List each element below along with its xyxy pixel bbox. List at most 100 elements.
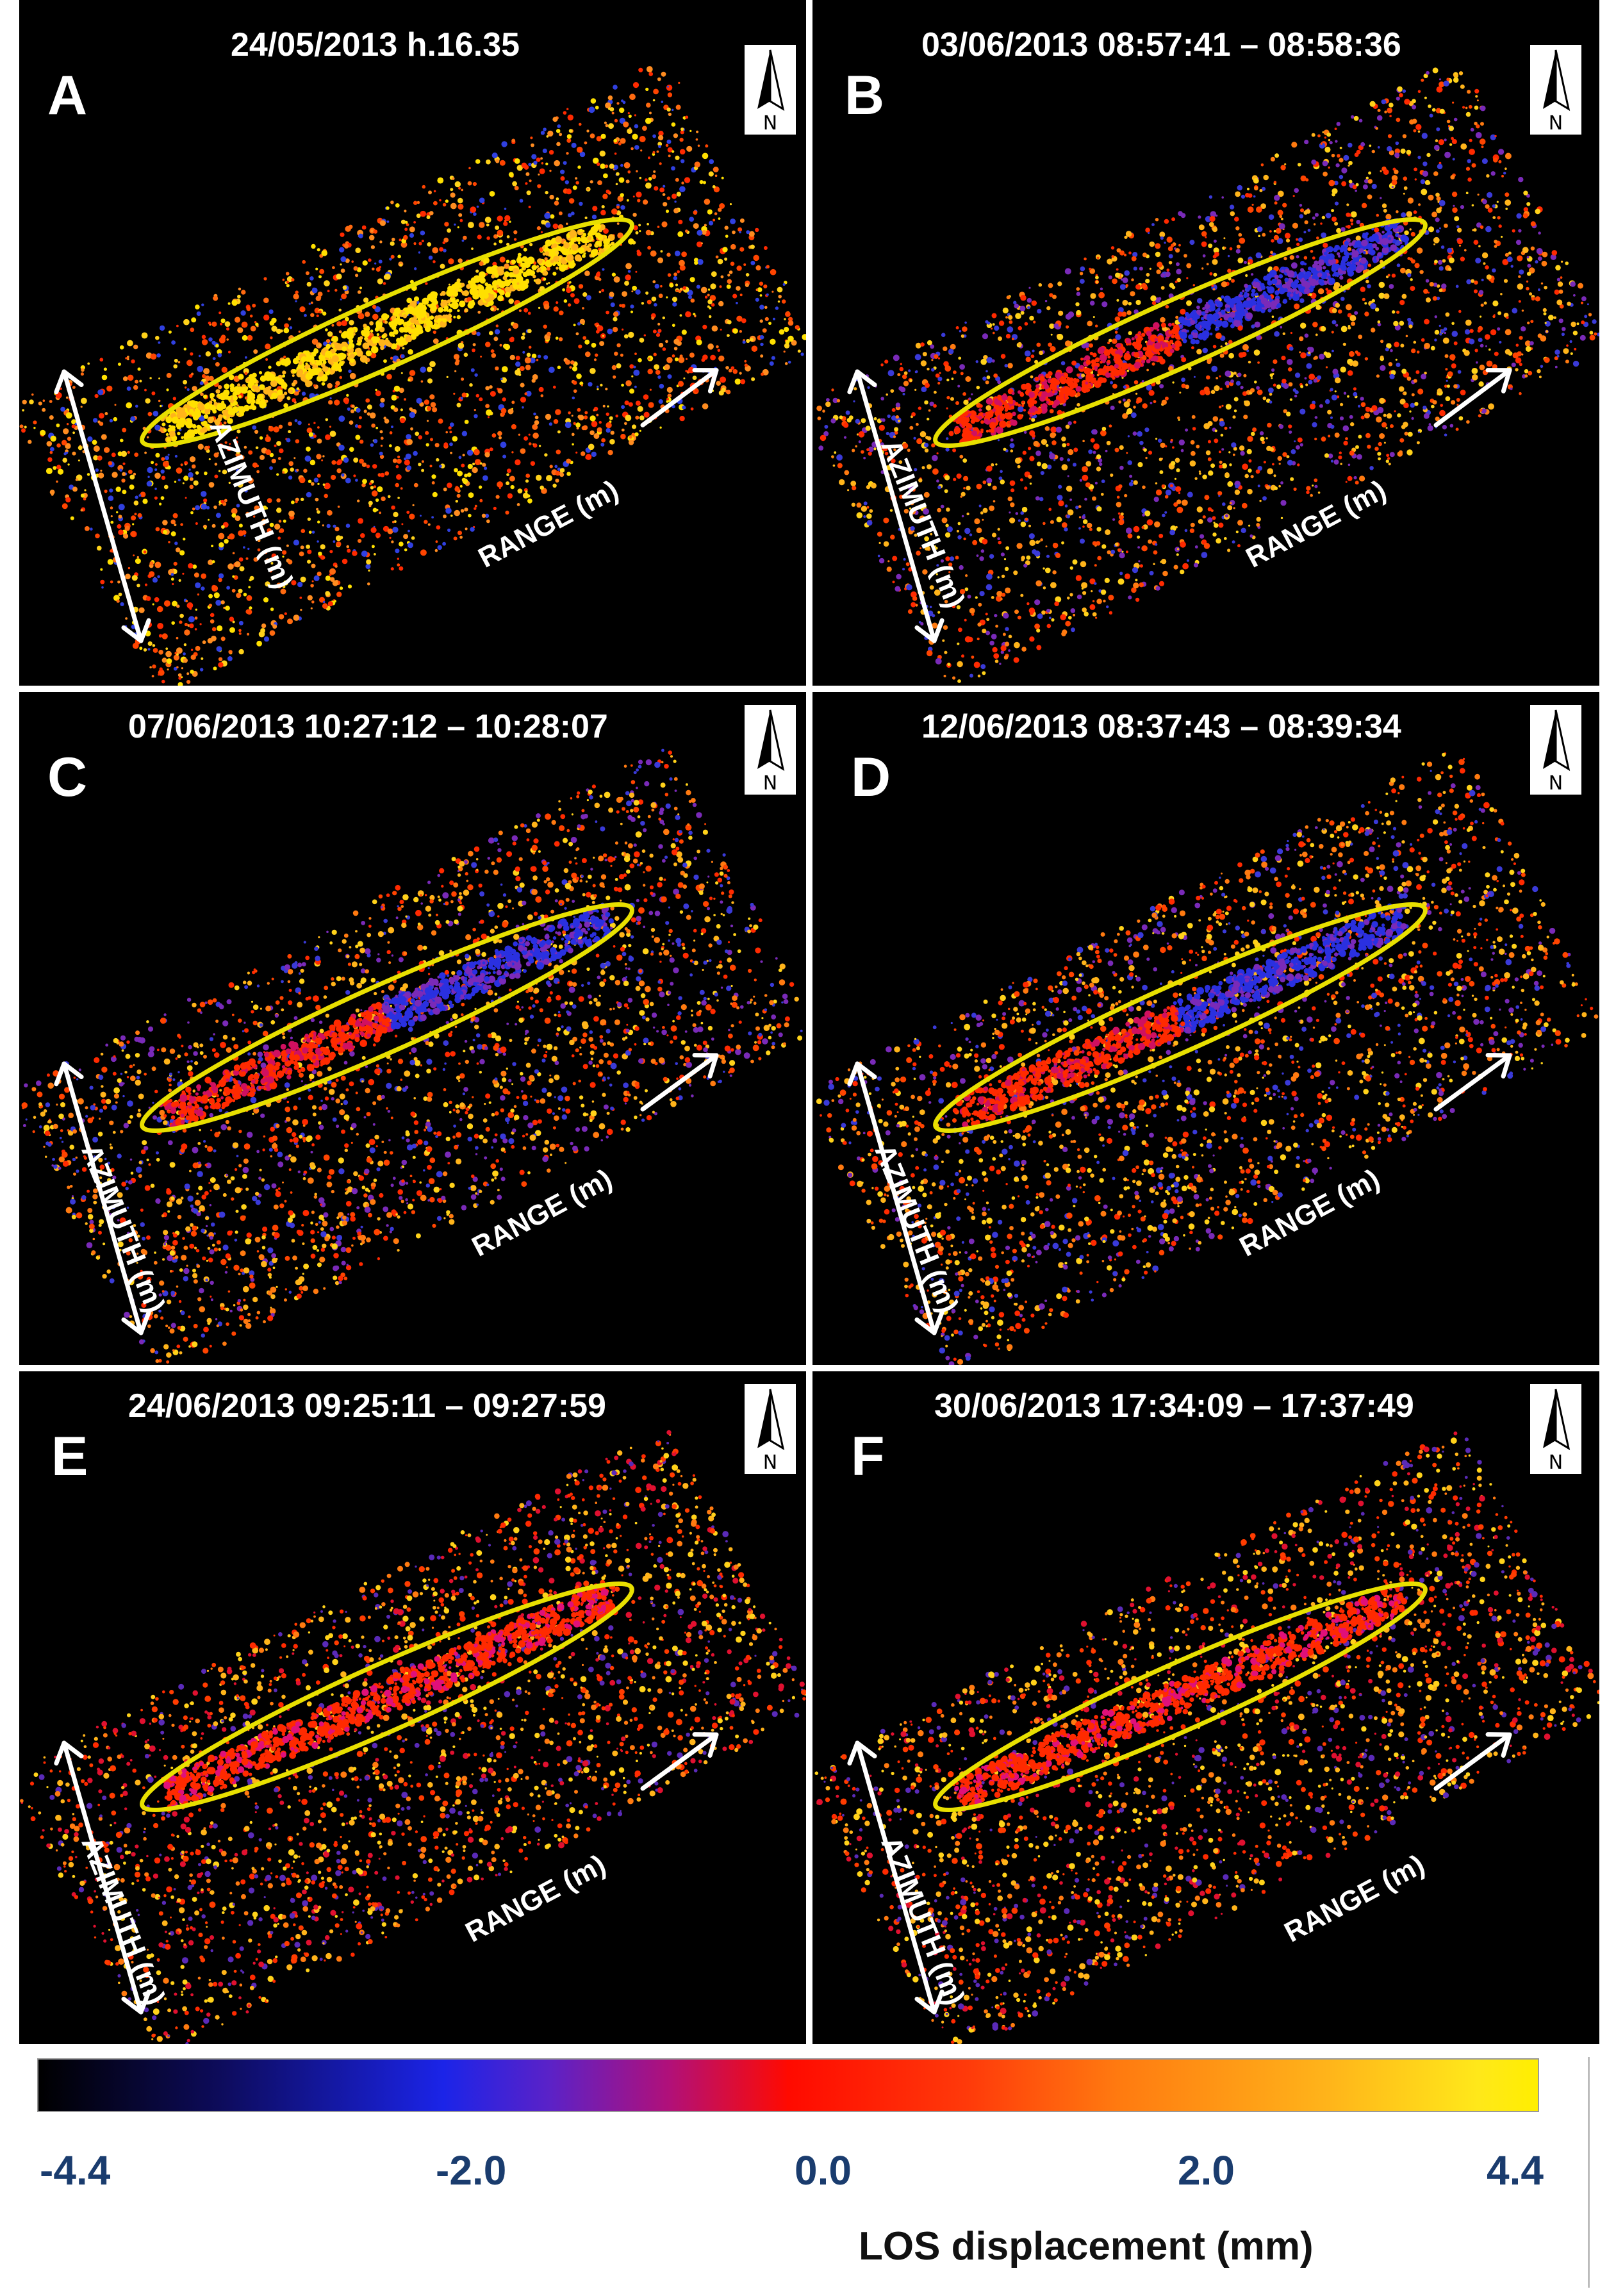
scatter-point	[643, 334, 646, 336]
scatter-point	[406, 434, 411, 440]
scatter-point	[783, 351, 786, 353]
scatter-point	[383, 282, 386, 285]
scatter-point	[201, 334, 206, 340]
scatter-point	[400, 354, 405, 359]
band-point	[474, 284, 477, 287]
scatter-point	[1202, 347, 1208, 354]
scatter-point	[553, 419, 559, 424]
scatter-point	[575, 422, 581, 428]
scatter-point	[1241, 194, 1246, 199]
scatter-point	[1387, 457, 1390, 460]
scatter-point	[1089, 267, 1091, 270]
scatter-point	[1524, 369, 1529, 374]
scatter-point	[185, 463, 187, 466]
scatter-point	[1464, 329, 1471, 335]
scatter-point	[538, 386, 544, 392]
scatter-point	[643, 411, 650, 418]
scatter-point	[518, 309, 522, 312]
scatter-point	[247, 609, 252, 615]
scatter-point	[231, 588, 236, 593]
scatter-point	[1439, 200, 1446, 206]
scatter-point	[759, 281, 764, 286]
scatter-point	[406, 438, 413, 445]
scatter-point	[1229, 247, 1233, 251]
scatter-point	[616, 102, 620, 105]
scatter-point	[690, 407, 694, 411]
scatter-point	[1446, 379, 1448, 382]
scatter-point	[149, 571, 155, 577]
scatter-point	[527, 494, 531, 498]
scatter-point	[301, 392, 306, 396]
scatter-point	[63, 428, 69, 434]
scatter-point	[1334, 433, 1340, 438]
scatter-point	[1155, 218, 1159, 222]
scatter-point	[87, 473, 90, 476]
scatter-point	[632, 133, 638, 140]
scatter-point	[300, 609, 302, 611]
scatter-point	[1340, 367, 1346, 373]
scatter-point	[1253, 195, 1256, 198]
scatter-point	[229, 627, 235, 633]
scatter-point	[433, 201, 438, 206]
scatter-point	[536, 358, 539, 361]
scatter-point	[475, 393, 480, 398]
scatter-point	[290, 467, 295, 472]
scatter-point	[725, 235, 729, 238]
scatter-point	[178, 579, 181, 582]
scatter-point	[567, 303, 572, 307]
scatter-point	[389, 431, 393, 434]
scatter-point	[1420, 179, 1426, 185]
scatter-point	[497, 388, 503, 394]
scatter-point	[628, 440, 634, 445]
scatter-point	[218, 533, 225, 540]
band-point	[543, 277, 547, 281]
band-point	[305, 350, 310, 355]
scatter-point	[182, 572, 185, 575]
scatter-point	[468, 513, 472, 518]
scatter-point	[572, 396, 575, 400]
scatter-point	[427, 523, 431, 526]
scatter-point	[777, 300, 780, 303]
scatter-point	[1124, 270, 1130, 276]
band-point	[340, 361, 343, 365]
scatter-point	[1067, 509, 1074, 516]
scatter-point	[442, 541, 446, 546]
scatter-point	[1351, 115, 1355, 119]
scatter-point	[231, 513, 236, 518]
scatter-point	[361, 225, 367, 230]
scatter-point	[326, 339, 331, 343]
scatter-point	[395, 549, 400, 554]
scatter-point	[1246, 449, 1252, 454]
scatter-point	[633, 365, 636, 368]
scatter-point	[964, 527, 971, 534]
scatter-point	[791, 340, 797, 346]
scatter-point	[596, 385, 599, 388]
scatter-point	[386, 206, 390, 210]
scatter-point	[201, 339, 208, 345]
scatter-point	[355, 434, 361, 440]
scatter-point	[1251, 431, 1255, 436]
scatter-point	[366, 559, 372, 565]
band-point	[196, 424, 201, 429]
scatter-point	[208, 482, 215, 488]
scatter-point	[1166, 268, 1170, 272]
scatter-point	[462, 454, 465, 457]
scatter-point	[1380, 365, 1386, 371]
scatter-point	[1135, 392, 1138, 395]
scatter-point	[919, 547, 922, 550]
scatter-point	[601, 438, 606, 443]
scatter-point	[672, 324, 675, 327]
scatter-point	[677, 270, 680, 274]
scatter-point	[552, 385, 556, 389]
scatter-point	[276, 441, 281, 446]
scatter-point	[748, 231, 755, 237]
scatter-point	[1176, 506, 1183, 513]
scatter-point	[195, 471, 199, 475]
band-point	[375, 322, 383, 329]
scatter-point	[622, 101, 626, 104]
scatter-point	[832, 464, 836, 467]
scatter-point	[1043, 586, 1046, 590]
scatter-point	[1348, 164, 1350, 167]
scatter-point	[957, 535, 962, 540]
scatter-point	[1090, 438, 1095, 443]
